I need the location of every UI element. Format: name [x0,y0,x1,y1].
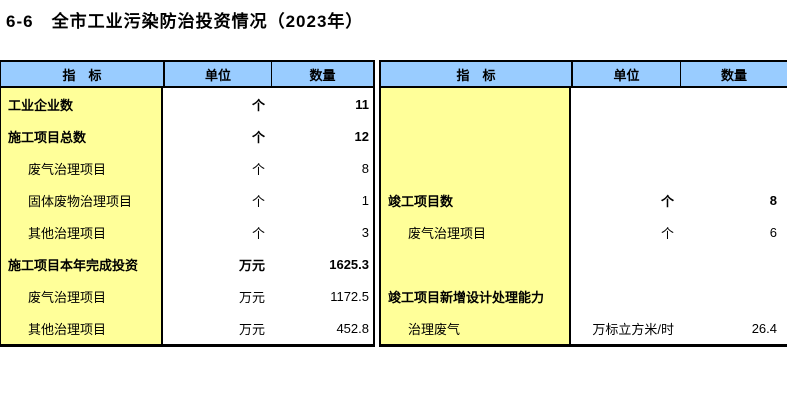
left-table: 指 标 单位 数量 工业企业数 个 11 施工项目总数 个 12 废气治理项目 … [0,60,375,347]
row-indicator: 竣工项目新增设计处理能力 [381,280,571,312]
table-row: 其他治理项目 万元 452.8 [1,312,373,344]
table-row [381,248,787,280]
header-quantity: 数量 [680,62,787,86]
header-indicator: 指 标 [62,67,102,83]
row-indicator [381,248,571,280]
table-row: 治理废气 万标立方米/时 26.4 [381,312,787,344]
row-indicator: 施工项目总数 [1,120,163,152]
row-indicator: 竣工项目数 [381,184,571,216]
table-row: 施工项目本年完成投资 万元 1625.3 [1,248,373,280]
row-unit [571,280,680,312]
row-value [680,88,787,120]
header-unit: 单位 [163,62,271,86]
left-table-header: 指 标 单位 数量 [1,62,373,88]
row-indicator: 其他治理项目 [1,216,163,248]
table-row: 其他治理项目 个 3 [1,216,373,248]
table-row: 废气治理项目 万元 1172.5 [1,280,373,312]
header-quantity: 数量 [271,62,373,86]
row-value: 26.4 [751,320,777,336]
row-unit: 个 [660,193,674,209]
row-value: 452.8 [336,320,369,336]
row-indicator: 治理废气 [381,312,571,344]
table-row [381,88,787,120]
row-unit [571,152,680,184]
row-unit [571,248,680,280]
row-indicator [381,88,571,120]
row-value: 8 [769,192,777,208]
row-unit: 个 [251,193,265,209]
page-title: 6-6 全市工业污染防治投资情况（2023年） [6,7,363,32]
row-unit: 个 [251,97,265,113]
row-value: 6 [769,224,777,240]
right-table: 指 标 单位 数量 竣工项目数 个 8 废气治理项目 个 6 [379,60,787,347]
row-unit: 个 [251,161,265,177]
row-value [680,248,787,280]
row-value [680,120,787,152]
row-value: 8 [361,160,369,176]
row-indicator: 固体废物治理项目 [1,184,163,216]
row-indicator: 废气治理项目 [1,152,163,184]
row-indicator: 其他治理项目 [1,312,163,344]
row-value [680,280,787,312]
table-title-text: 全市工业污染防治投资情况（2023年） [51,12,364,31]
table-row: 施工项目总数 个 12 [1,120,373,152]
row-indicator: 施工项目本年完成投资 [1,248,163,280]
row-value [680,152,787,184]
table-number: 6-6 [6,12,34,31]
table-row: 废气治理项目 个 6 [381,216,787,248]
row-indicator [381,120,571,152]
table-row: 竣工项目新增设计处理能力 [381,280,787,312]
row-value: 11 [355,96,369,112]
row-unit: 个 [251,129,265,145]
table-row [381,120,787,152]
row-value: 1 [361,192,369,208]
row-value: 12 [354,128,369,144]
row-unit: 个 [251,225,265,241]
table-row [381,152,787,184]
row-indicator: 废气治理项目 [1,280,163,312]
right-table-header: 指 标 单位 数量 [381,62,787,88]
row-value: 3 [361,224,369,240]
table-row: 工业企业数 个 11 [1,88,373,120]
row-indicator: 工业企业数 [1,88,163,120]
row-unit [571,120,680,152]
row-unit: 万元 [238,257,265,273]
row-indicator: 废气治理项目 [381,216,571,248]
row-unit: 个 [660,225,674,241]
header-indicator: 指 标 [456,67,496,83]
row-indicator [381,152,571,184]
row-value: 1172.5 [330,288,369,304]
row-unit: 万元 [238,321,265,337]
table-row: 固体废物治理项目 个 1 [1,184,373,216]
row-unit: 万元 [238,289,265,305]
table-row: 废气治理项目 个 8 [1,152,373,184]
row-value: 1625.3 [329,256,369,272]
table-row: 竣工项目数 个 8 [381,184,787,216]
row-unit: 万标立方米/时 [592,321,674,337]
row-unit [571,88,680,120]
header-unit: 单位 [571,62,680,86]
